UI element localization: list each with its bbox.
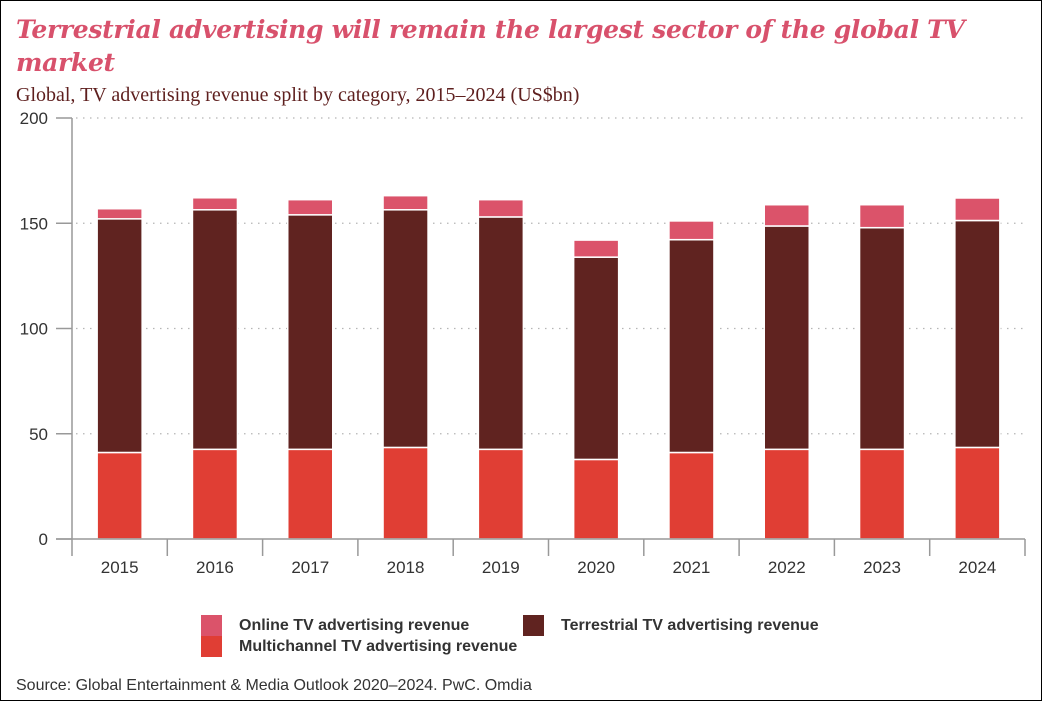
legend-item-online: Online TV advertising revenue (201, 615, 469, 636)
chart-title: Terrestrial advertising will remain the … (16, 15, 965, 77)
chart-subtitle: Global, TV advertising revenue split by … (16, 84, 580, 106)
legend-label-online: Online TV advertising revenue (239, 616, 470, 634)
bar-terrestrial-2021 (668, 238, 715, 454)
bar-terrestrial-2023 (858, 226, 906, 451)
x-tick-label: 2022 (768, 558, 806, 577)
bar-online-2022 (763, 203, 810, 227)
bar-online-2023 (858, 203, 906, 229)
bar-online-2021 (668, 220, 715, 241)
bar-online-2016 (191, 197, 239, 211)
y-tick-label: 0 (39, 530, 48, 549)
y-tick-label: 200 (20, 109, 48, 128)
bar-terrestrial-2020 (572, 256, 620, 461)
bar-multichannel-2024 (954, 446, 1001, 540)
bar-online-2015 (96, 207, 143, 220)
bar-group-2022 (763, 203, 810, 540)
y-tick-label: 150 (20, 214, 48, 233)
bar-terrestrial-2024 (954, 219, 1001, 449)
bar-group-2016 (191, 197, 239, 540)
bar-online-2019 (477, 198, 525, 218)
x-tick-label: 2023 (863, 558, 901, 577)
bar-terrestrial-2015 (96, 218, 143, 454)
y-tick-label: 50 (29, 425, 48, 444)
bar-group-2017 (287, 198, 334, 540)
x-tick-label: 2017 (291, 558, 329, 577)
x-tick-label: 2020 (577, 558, 615, 577)
x-tick-label: 2016 (196, 558, 234, 577)
bar-multichannel-2017 (287, 448, 334, 540)
legend-item-terrestrial: Terrestrial TV advertising revenue (523, 615, 819, 636)
bar-group-2023 (858, 203, 906, 540)
bar-multichannel-2015 (96, 451, 143, 540)
bar-terrestrial-2017 (287, 214, 334, 451)
bar-group-2018 (382, 194, 429, 540)
bar-multichannel-2018 (382, 446, 429, 540)
legend-swatch-terrestrial (523, 615, 544, 636)
bar-group-2019 (477, 198, 525, 540)
bar-group-2024 (954, 197, 1001, 540)
bar-terrestrial-2022 (763, 225, 810, 451)
legend-label-multichannel: Multichannel TV advertising revenue (239, 637, 518, 655)
source-note: Source: Global Entertainment & Media Out… (16, 677, 532, 694)
bar-multichannel-2022 (763, 448, 810, 540)
legend: Online TV advertising revenue Terrestria… (201, 615, 901, 661)
x-tick-label: 2024 (958, 558, 996, 577)
bar-online-2020 (572, 239, 620, 258)
bars (96, 194, 1001, 540)
bar-terrestrial-2019 (477, 216, 525, 451)
legend-item-multichannel: Multichannel TV advertising revenue (201, 636, 517, 657)
legend-swatch-multichannel (201, 636, 222, 657)
legend-label-terrestrial: Terrestrial TV advertising revenue (561, 616, 819, 634)
x-tick-label: 2021 (673, 558, 711, 577)
x-tick-label: 2018 (387, 558, 425, 577)
x-tick-label: 2019 (482, 558, 520, 577)
bar-multichannel-2016 (191, 448, 239, 540)
bar-multichannel-2021 (668, 451, 715, 540)
bar-group-2015 (96, 207, 143, 540)
legend-swatch-online (201, 615, 222, 636)
bar-multichannel-2020 (572, 458, 620, 540)
bar-terrestrial-2016 (191, 209, 239, 451)
bar-online-2024 (954, 197, 1001, 222)
bar-online-2017 (287, 198, 334, 216)
y-tick-label: 100 (20, 320, 48, 339)
bar-multichannel-2023 (858, 448, 906, 540)
bar-terrestrial-2018 (382, 209, 429, 449)
bar-online-2018 (382, 194, 429, 211)
bar-group-2021 (668, 220, 715, 540)
bar-group-2020 (572, 239, 620, 540)
bar-multichannel-2019 (477, 448, 525, 540)
stacked-bar-chart: 0 50 100 150 200 2015 2016 2017 2018 2019 2020 2021… (20, 109, 1026, 577)
axes: 0 50 100 150 200 2015 2016 2017 2018 2019 2020 2021… (20, 109, 1026, 577)
x-tick-label: 2015 (101, 558, 139, 577)
